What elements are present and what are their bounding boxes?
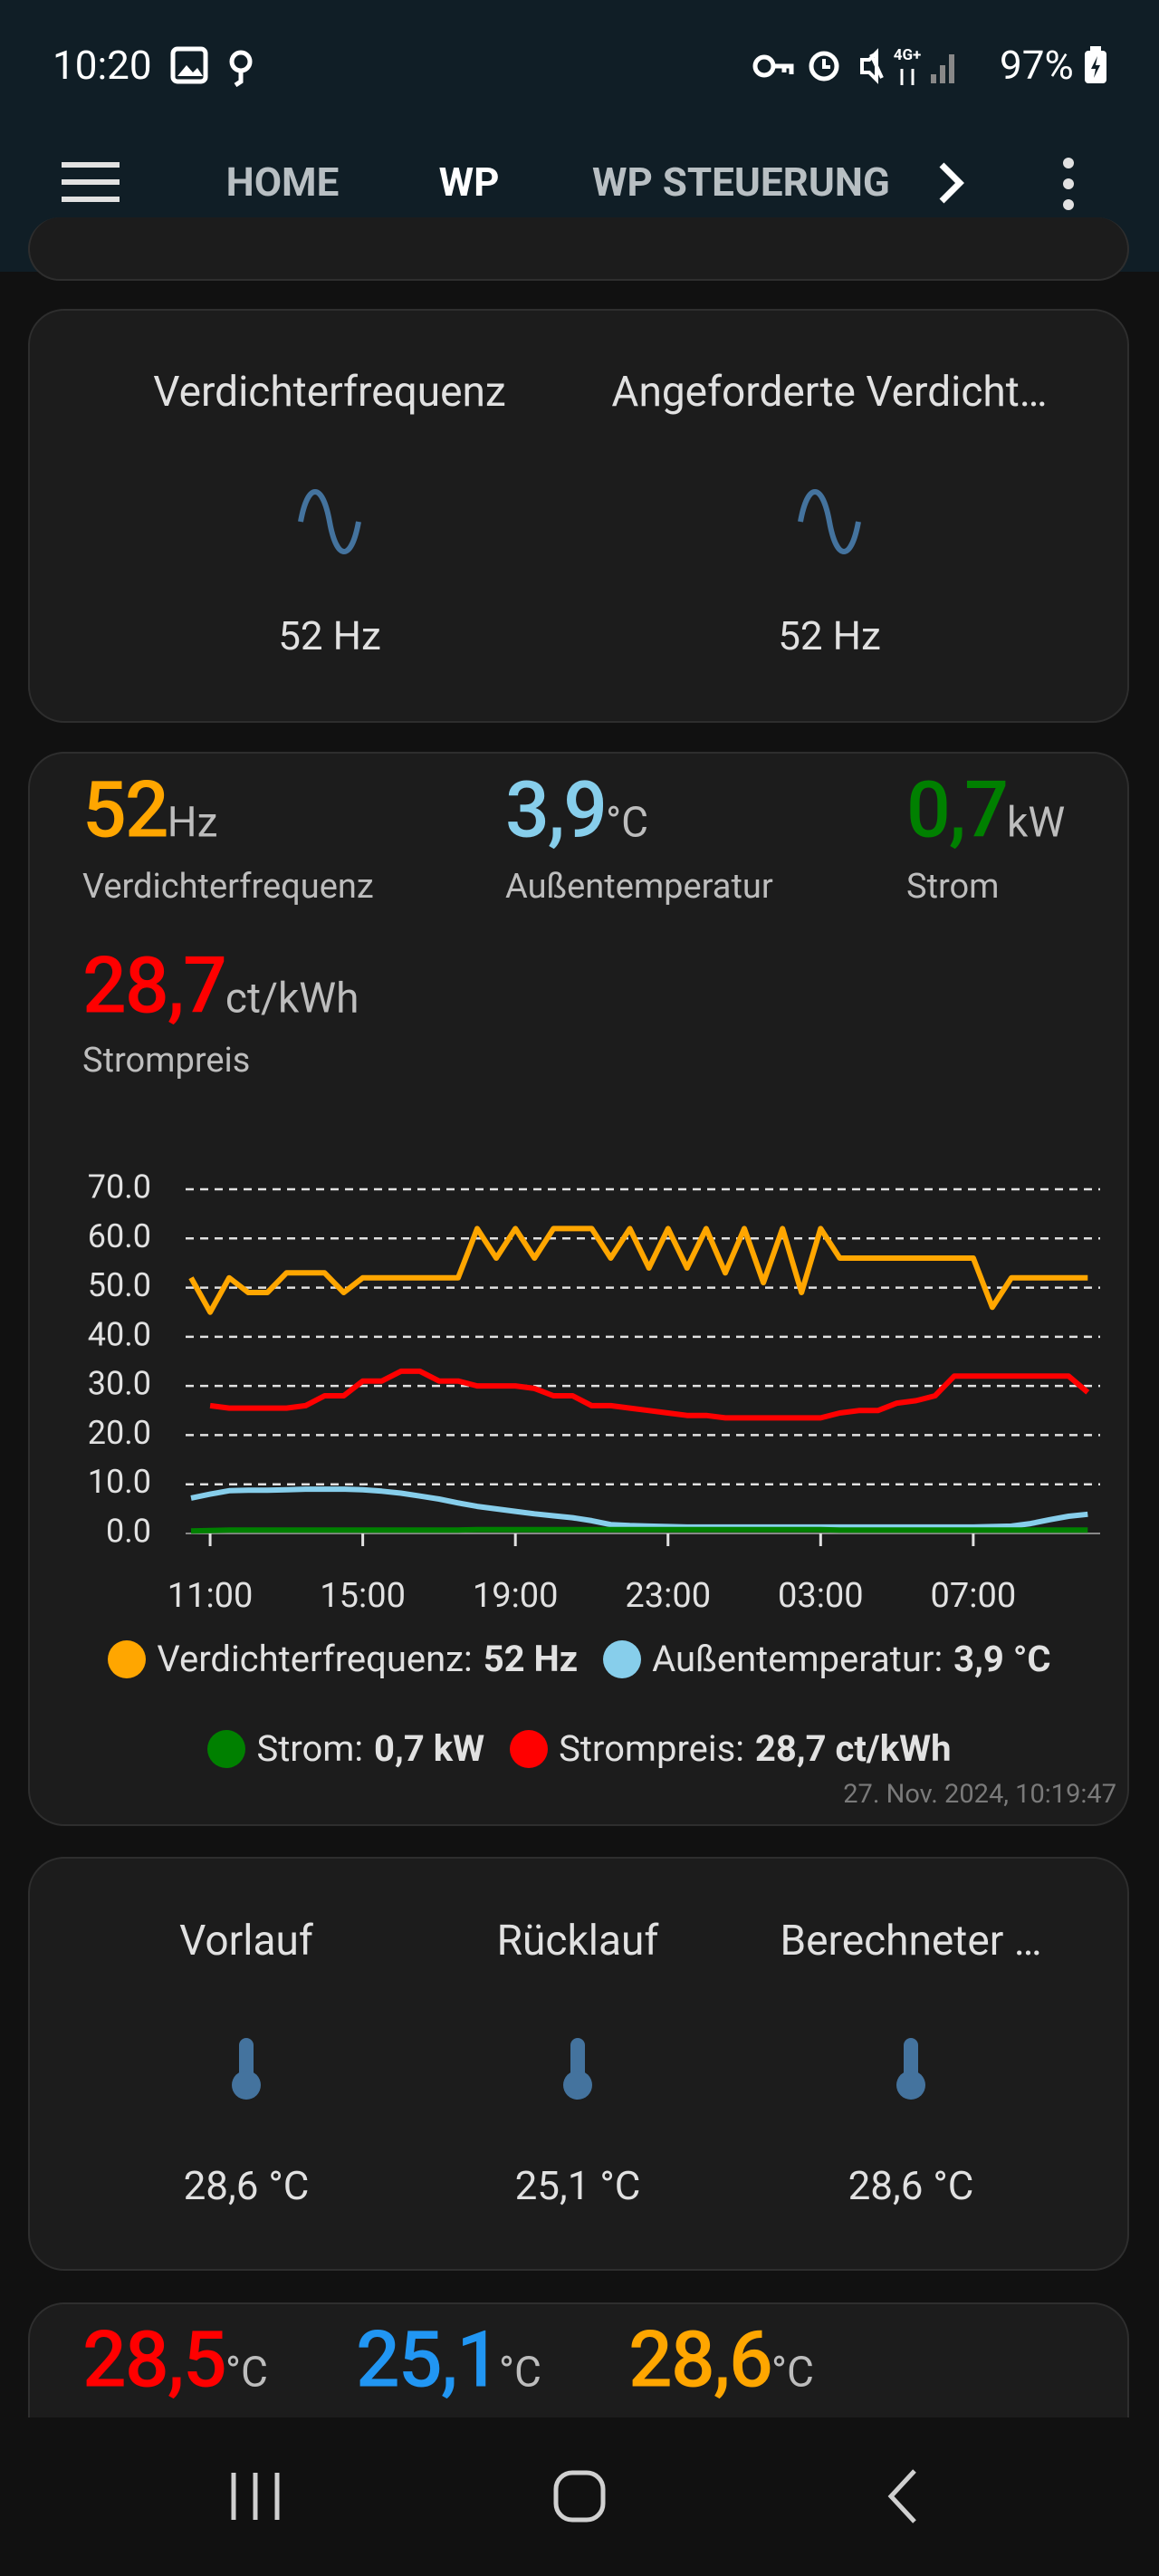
legend-item[interactable]: Strom 0,7 kW [207,1727,484,1770]
nav-recents[interactable] [226,2469,284,2523]
entity-state: 52 Hz [778,612,881,659]
y-tick-label: 20.0 [88,1414,151,1452]
y-tick-label: 70.0 [88,1168,151,1206]
sensor-value[interactable]: 52Hz [82,764,217,856]
sensor-unit: kW [1007,798,1066,848]
chart-legend: Verdichterfrequenz 52 Hz Außentemperatur3,… [54,1638,1105,1770]
y-tick-label: 40.0 [88,1315,151,1353]
sensor-number: 28,7 [82,939,227,1032]
network-type: 4G+ [894,46,922,64]
summary-value[interactable]: 25,1°C [356,2314,541,2406]
tab-wp-steuerung[interactable]: WP STEUERUNG [592,159,890,206]
legend-swatch [207,1729,246,1768]
thermometer-icon [563,2038,592,2100]
sine-icon [298,489,361,554]
sensor-unit: °C [606,798,649,848]
x-tick-label: 03:00 [778,1576,864,1616]
thermometer-icon [896,2038,925,2100]
legend-swatch [603,1639,642,1678]
sensor-name: Außentemperatur [505,867,773,907]
summary-unit: °C [225,2348,268,2398]
legend-swatch [510,1729,549,1768]
status-icons-right: 4G+ [752,46,954,85]
tabs-scroll-right[interactable] [933,161,969,205]
entity-state: 25,1 °C [514,2162,641,2209]
sine-icon [798,489,861,554]
series-line [190,1486,1088,1530]
sensor-value[interactable]: 0,7kW [906,764,1065,856]
series-line [188,1226,1088,1315]
sensor-name: Verdichterfrequenz [82,867,374,907]
summary-number: 25,1 [356,2313,501,2406]
x-tick-label: 11:00 [168,1576,254,1616]
summary-unit: °C [771,2348,814,2398]
battery-level: 97% [1000,42,1074,89]
status-icons-left [170,46,253,87]
navigation-bar-cover [0,2417,1159,2421]
summary-number: 28,5 [82,2313,227,2406]
y-tick-label: 50.0 [88,1266,151,1304]
summary-value[interactable]: 28,5°C [82,2314,268,2406]
entity-state: 28,6 °C [848,2162,974,2209]
sensor-number: 52 [82,764,169,856]
y-tick-label: 60.0 [88,1217,151,1255]
summary-number: 28,6 [628,2313,773,2406]
legend-item[interactable]: Strompreis28,7 ct/kWh [510,1727,952,1770]
sensor-number: 0,7 [906,764,1009,856]
timestamp: 27. Nov. 2024, 10:19:47 [843,1779,1116,1810]
menu-button[interactable] [60,159,121,205]
overflow-menu[interactable] [1056,156,1081,214]
navigation-bar [0,2417,1159,2576]
legend-name: Strompreis [559,1727,744,1770]
x-tick-label: 07:00 [931,1576,1017,1616]
entity-state: 52 Hz [278,612,381,659]
sensor-name: Strompreis [82,1041,251,1081]
legend-state: 28,7 ct/kWh [754,1727,952,1770]
history-chart: 0.0 10.0 20.0 30.0 40.0 50.0 60.0 70.0 11:00 15:0… [88,1168,1100,1616]
y-tick-label: 0.0 [106,1513,151,1551]
nav-back[interactable] [884,2467,924,2525]
sensor-unit: ct/kWh [225,974,359,1024]
clock: 10:20 [53,42,152,89]
sensor-unit: Hz [167,798,218,848]
summary-value[interactable]: 28,6°C [628,2314,814,2406]
tab-home[interactable]: HOME [225,159,340,206]
entity-name[interactable]: Angeforderte Verdicht… [611,368,1048,417]
legend-state: 3,9 °C [953,1638,1051,1680]
legend-state: 52 Hz [483,1638,579,1680]
entity-name[interactable]: Vorlauf [179,1917,313,1966]
nav-home[interactable] [551,2467,608,2525]
entity-state: 28,6 °C [183,2162,310,2209]
entity-card [28,309,1129,723]
legend-item[interactable]: Außentemperatur3,9 °C [603,1638,1051,1680]
series-line [209,1368,1090,1421]
series-line [190,1526,1088,1534]
x-tick-label: 15:00 [320,1576,406,1616]
legend-state: 0,7 kW [374,1727,485,1770]
card-edge [28,217,1129,281]
y-tick-label: 10.0 [88,1463,151,1501]
legend-name: Strom [256,1727,363,1770]
sensor-number: 3,9 [505,764,608,856]
battery-icon [1085,46,1106,83]
x-tick-label: 23:00 [625,1576,711,1616]
thermometer-icon [232,2038,261,2100]
legend-name: Außentemperatur [652,1638,943,1680]
legend-name: Verdichterfrequenz [157,1638,472,1680]
sensor-value[interactable]: 3,9°C [505,764,648,856]
entity-name[interactable]: Berechneter … [780,1917,1042,1966]
entity-name[interactable]: Rücklauf [496,1917,659,1966]
legend-item[interactable]: Verdichterfrequenz 52 Hz [108,1638,578,1680]
legend-swatch [108,1639,147,1678]
summary-unit: °C [498,2348,541,2398]
x-tick-label: 19:00 [473,1576,559,1616]
tab-wp[interactable]: WP [438,159,500,206]
y-tick-label: 30.0 [88,1365,151,1403]
sensor-name: Strom [906,867,1000,907]
entity-name[interactable]: Verdichterfrequenz [153,368,506,417]
sensor-value[interactable]: 28,7ct/kWh [82,940,359,1032]
